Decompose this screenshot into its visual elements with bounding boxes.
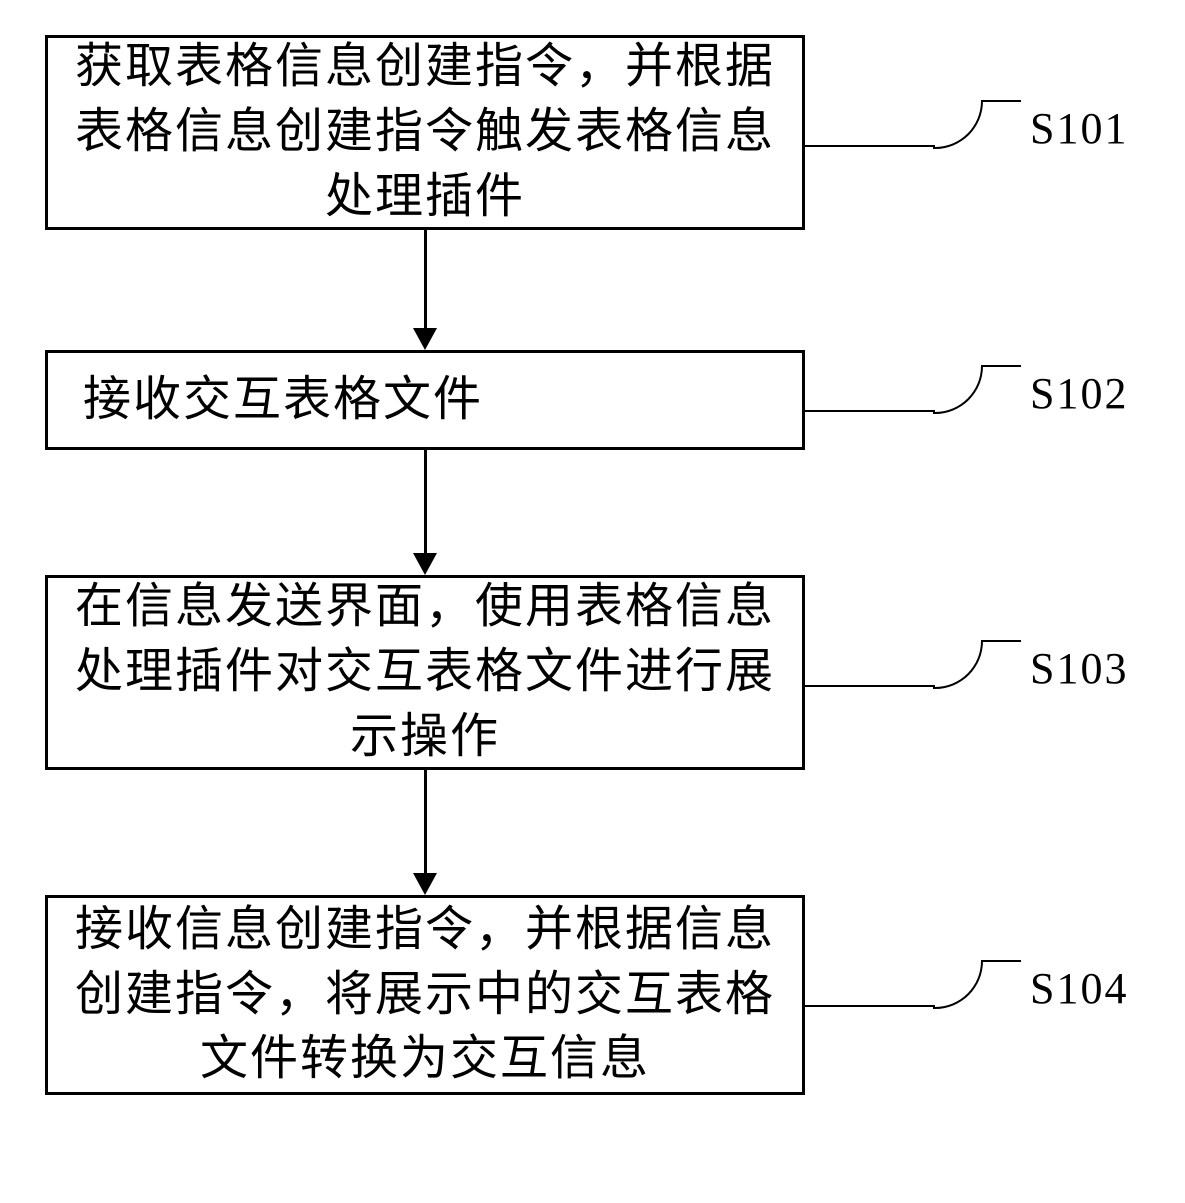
flow-step-text: 获取表格信息创建指令，并根据表格信息创建指令触发表格信息处理插件	[68, 35, 782, 229]
flow-step-s104: 接收信息创建指令，并根据信息创建指令，将展示中的交互表格文件转换为交互信息	[45, 895, 805, 1095]
label-connector	[805, 360, 1020, 420]
step-label-s101: S101	[1030, 103, 1128, 154]
step-label-s104: S104	[1030, 963, 1128, 1014]
arrowhead-icon	[413, 328, 437, 350]
step-label-s102: S102	[1030, 368, 1128, 419]
flow-step-s102: 接收交互表格文件	[45, 350, 805, 450]
flow-step-s103: 在信息发送界面，使用表格信息处理插件对交互表格文件进行展示操作	[45, 575, 805, 770]
flow-step-text: 接收交互表格文件	[83, 368, 483, 433]
label-connector	[805, 635, 1020, 695]
label-connector	[805, 955, 1020, 1015]
flow-connector	[424, 230, 427, 330]
flow-step-text: 在信息发送界面，使用表格信息处理插件对交互表格文件进行展示操作	[68, 575, 782, 769]
flow-connector	[424, 770, 427, 875]
step-label-s103: S103	[1030, 643, 1128, 694]
arrowhead-icon	[413, 553, 437, 575]
label-connector	[805, 95, 1020, 155]
flow-step-text: 接收信息创建指令，并根据信息创建指令，将展示中的交互表格文件转换为交互信息	[68, 898, 782, 1092]
flow-step-s101: 获取表格信息创建指令，并根据表格信息创建指令触发表格信息处理插件	[45, 35, 805, 230]
flow-connector	[424, 450, 427, 555]
arrowhead-icon	[413, 873, 437, 895]
